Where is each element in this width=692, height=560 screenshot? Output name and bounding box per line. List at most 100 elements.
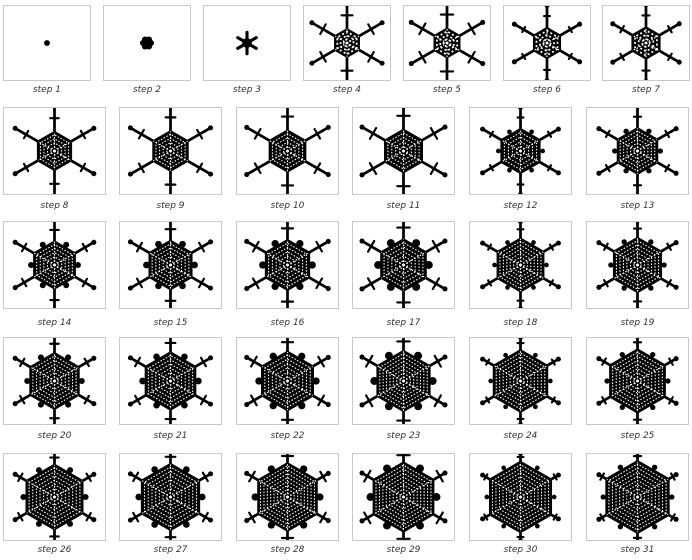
step-panel [236,221,339,309]
snowflake-graphic [244,222,331,308]
snowflake-shape [12,108,97,194]
step-panel [503,5,591,81]
snowflake-shape [127,222,214,308]
snowflake-graphic [236,30,258,56]
step-label: step 22 [270,431,305,441]
snowflake-graphic [359,338,448,424]
step-panel [469,337,572,425]
snowflake-shape [127,338,214,424]
step-label: step 12 [503,201,538,211]
step-panel [403,5,491,81]
snowflake-shape [236,30,258,56]
step-label: step 1 [32,85,62,95]
snowflake-shape [127,108,214,194]
snowflake-graphic [127,222,214,308]
step-label: step 5 [432,85,462,95]
snowflake-shape [610,6,682,80]
step-label: step 29 [386,545,421,555]
step-panel [3,107,106,195]
snowflake-graphic [359,454,448,540]
snowflake-graphic [480,222,561,308]
step-label: step 18 [503,318,538,328]
step-label: step 31 [620,545,655,555]
step-label: step 16 [270,318,305,328]
step-panel [3,221,106,309]
step-label: step 21 [153,431,188,441]
step-panel [236,107,339,195]
step-panel [586,107,689,195]
snowflake-shape [359,454,448,540]
snowflake-graphic [12,108,97,194]
step-label: step 19 [620,318,655,328]
step-label: step 28 [270,545,305,555]
step-label: step 3 [232,85,262,95]
snowflake-graphic [12,454,97,540]
snowflake-shape [12,454,97,540]
step-panel [119,107,222,195]
snowflake-graphic [44,40,50,46]
snowflake-graphic [127,338,214,424]
snowflake-shape [139,36,155,50]
snowflake-graphic [139,36,155,50]
snowflake-graphic [12,338,97,424]
step-label: step 30 [503,545,538,555]
snowflake-graphic [408,6,486,80]
snowflake-shape [480,338,561,424]
snowflake-shape [309,6,385,80]
snowflake-shape [244,338,331,424]
step-panel [3,337,106,425]
snowflake-graphic [596,222,679,308]
step-label: step 25 [620,431,655,441]
snowflake-shape [480,454,561,540]
step-label: step 2 [132,85,162,95]
snowflake-graphic [480,338,561,424]
snowflake-graphic [127,108,214,194]
snowflake-graphic [12,222,97,308]
step-label: step 11 [386,201,421,211]
snowflake-graphic [480,108,561,194]
step-label: step 6 [532,85,562,95]
snowflake-shape [511,6,583,80]
step-panel [236,337,339,425]
snowflake-graphic [244,454,331,540]
snowflake-graphic [596,338,679,424]
step-panel [352,221,455,309]
step-label: step 10 [270,201,305,211]
snowflake-shape [596,454,679,540]
step-panel [586,221,689,309]
snowflake-graphic [244,108,331,194]
snowflake-graphic [244,338,331,424]
step-label: step 4 [332,85,362,95]
step-panel [352,337,455,425]
step-label: step 24 [503,431,538,441]
snowflake-graphic [596,454,679,540]
snowflake-shape [596,108,679,194]
step-label: step 20 [37,431,72,441]
snowflake-shape [359,222,448,308]
snowflake-graphic [359,108,448,194]
snowflake-graphic [596,108,679,194]
snowflake-graphic [610,6,682,80]
step-panel [469,107,572,195]
step-panel [586,453,689,541]
step-label: step 26 [37,545,72,555]
step-label: step 15 [153,318,188,328]
step-panel [586,337,689,425]
step-label: step 27 [153,545,188,555]
step-label: step 14 [37,318,72,328]
step-panel [3,5,91,81]
step-panel [119,453,222,541]
snowflake-shape [596,222,679,308]
step-panel [303,5,391,81]
step-panel [352,453,455,541]
step-label: step 7 [631,85,661,95]
snowflake-graphic [309,6,385,80]
step-panel [352,107,455,195]
snowflake-shape [244,454,331,540]
step-panel [3,453,106,541]
step-panel [469,221,572,309]
step-panel [236,453,339,541]
snowflake-shape [244,108,331,194]
snowflake-shape [12,338,97,424]
